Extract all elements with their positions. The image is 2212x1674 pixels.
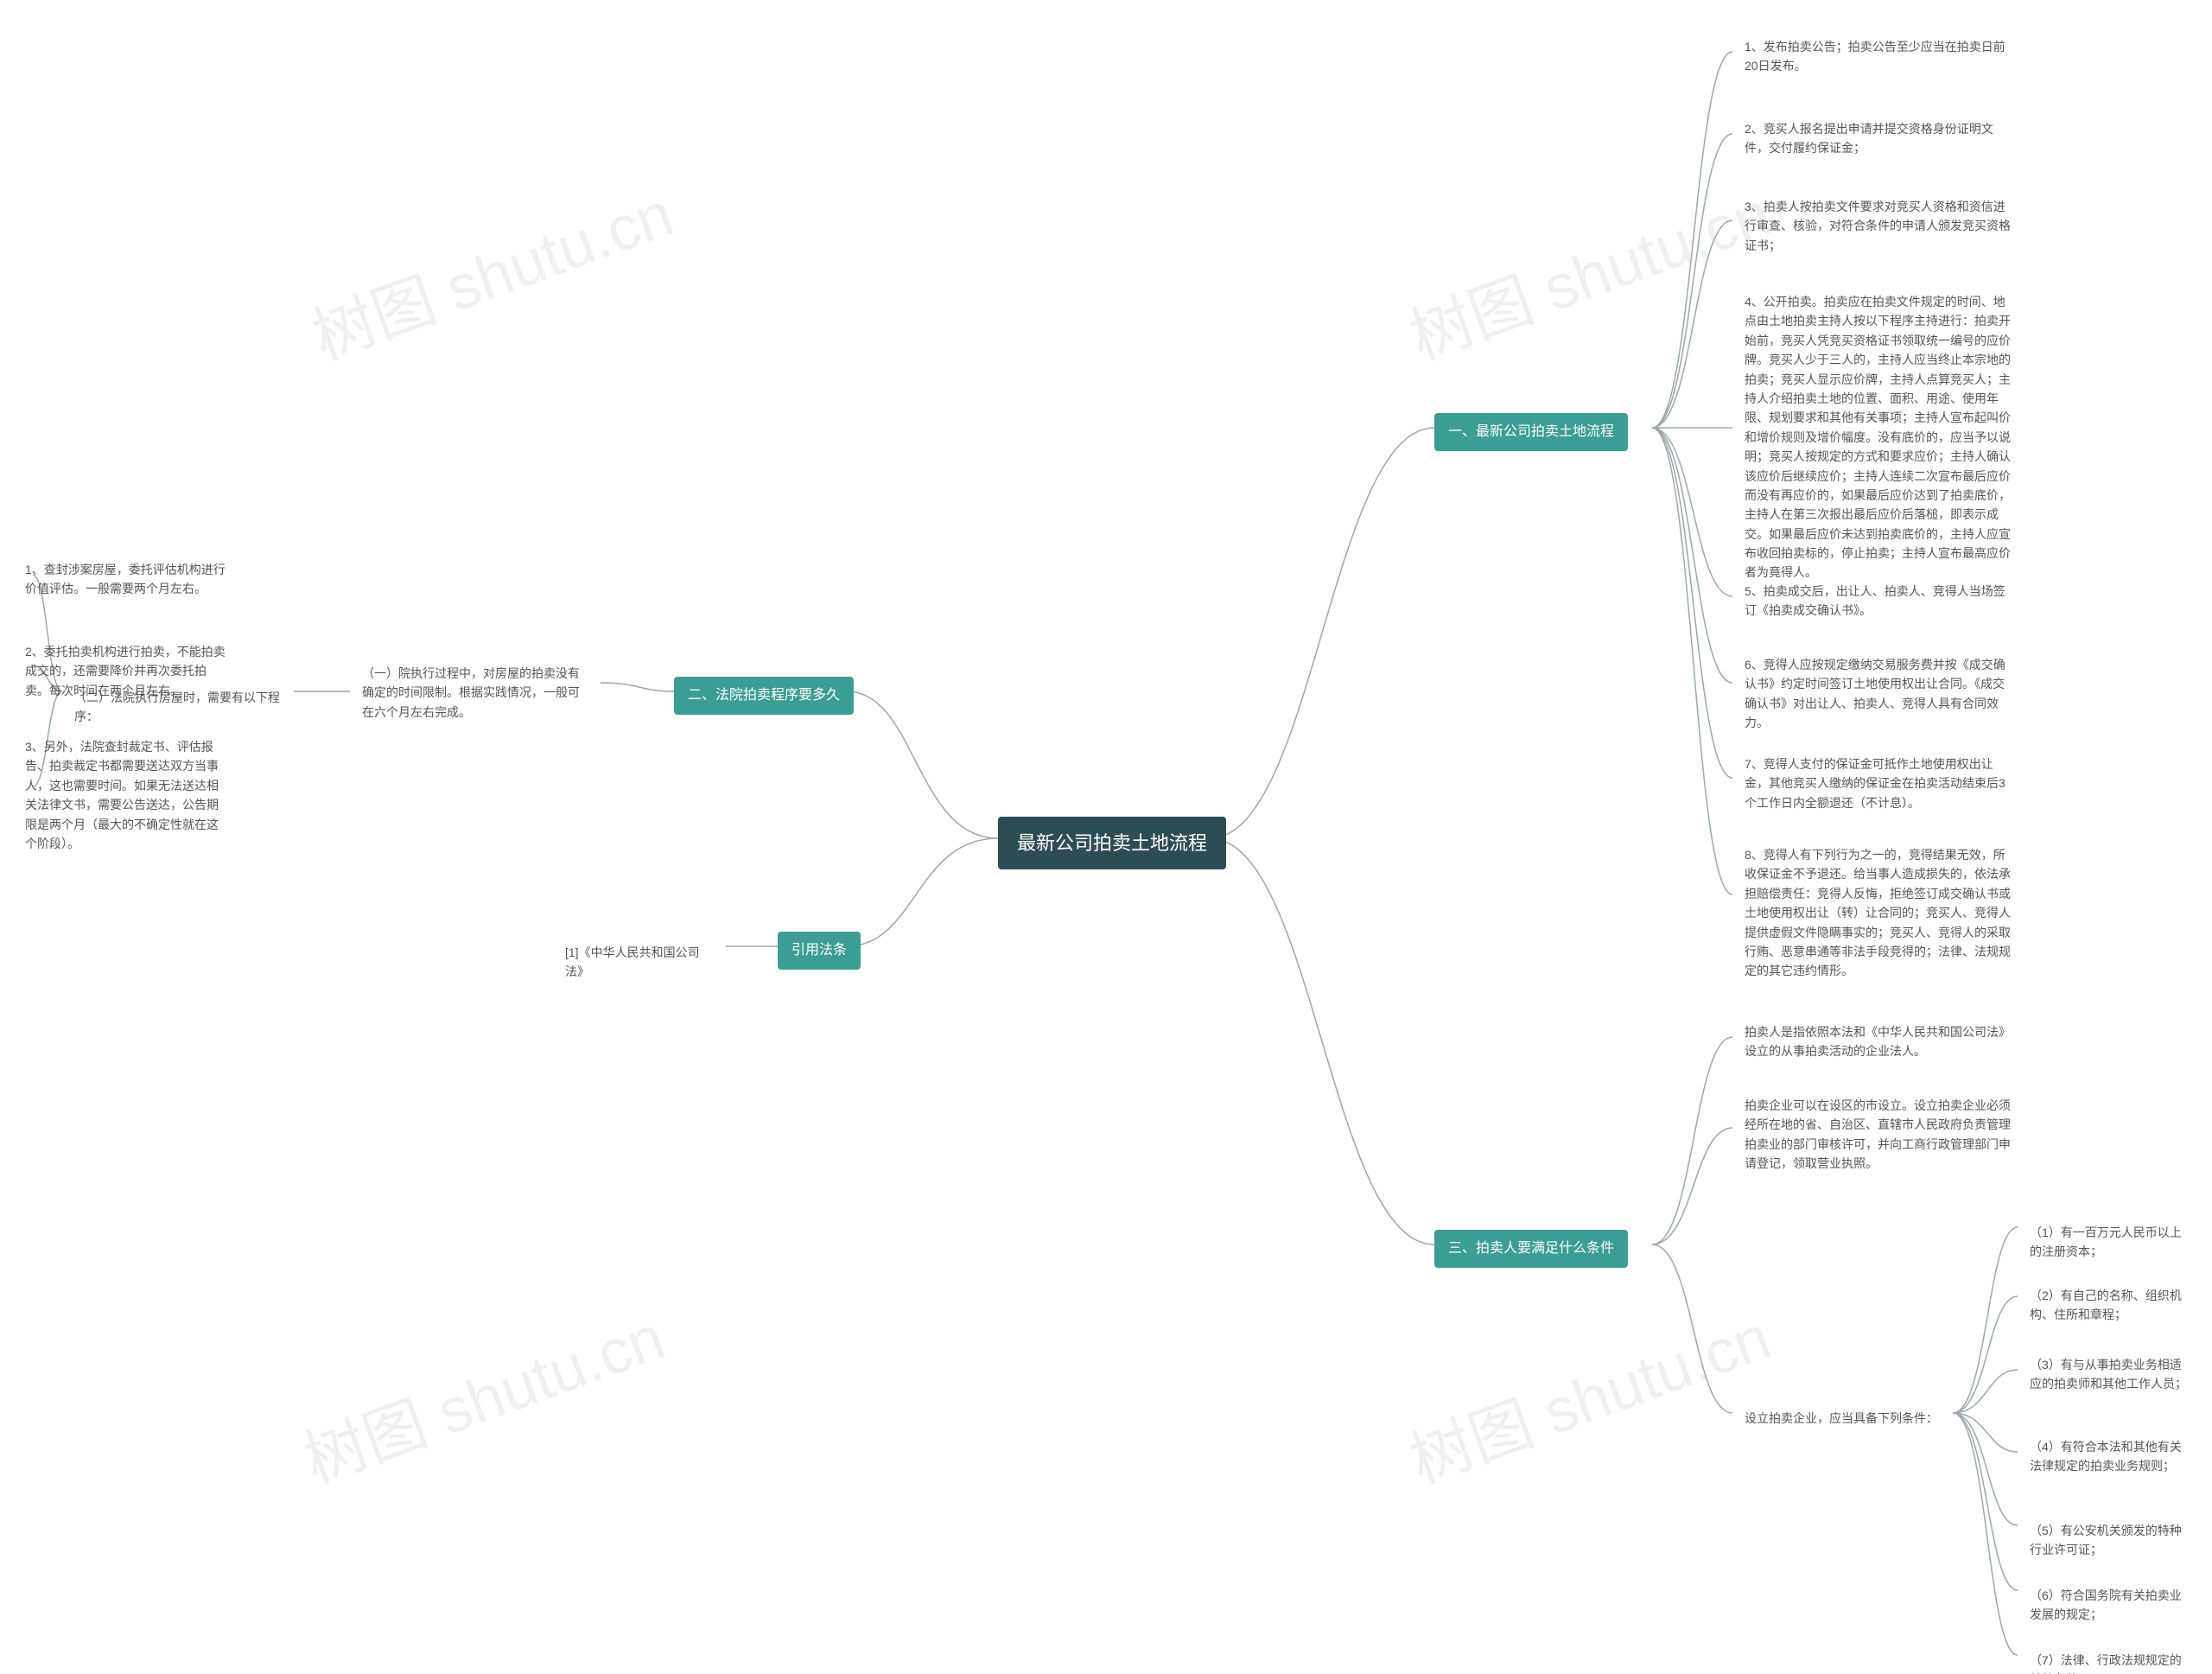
cond-4: （4）有符合本法和其他有关法律规定的拍卖业务规则；: [2018, 1430, 2199, 1483]
b1-leaf-5: 5、拍卖成交后，出让人、拍卖人、竞得人当场签订《拍卖成交确认书》。: [1732, 575, 2026, 627]
watermark: 树图 shutu.cn: [1395, 1287, 1781, 1501]
branch-1[interactable]: 一、最新公司拍卖土地流程: [1434, 413, 1628, 451]
watermark: 树图 shutu.cn: [289, 1287, 675, 1501]
branch-2[interactable]: 二、法院拍卖程序要多久: [674, 677, 854, 715]
root-node[interactable]: 最新公司拍卖土地流程: [998, 817, 1226, 869]
b3-leaf-2: 拍卖企业可以在设区的市设立。设立拍卖企业必须经所在地的省、自治区、直辖市人民政府…: [1732, 1089, 2026, 1181]
cond-3: （3）有与从事拍卖业务相适应的拍卖师和其他工作人员；: [2018, 1348, 2199, 1401]
cond-5: （5）有公安机关颁发的特种行业许可证；: [2018, 1514, 2199, 1567]
b1-leaf-3: 3、拍卖人按拍卖文件要求对竞买人资格和资信进行审查、核验，对符合条件的申请人颁发…: [1732, 190, 2026, 262]
watermark: 树图 shutu.cn: [1395, 163, 1781, 378]
b1-leaf-1: 1、发布拍卖公告；拍卖公告至少应当在拍卖日前20日发布。: [1732, 30, 2026, 83]
branch-ref[interactable]: 引用法条: [778, 932, 861, 970]
cond-1: （1）有一百万元人民币以上的注册资本；: [2018, 1216, 2199, 1269]
cond-7: （7）法律、行政法规规定的其他条件。: [2018, 1644, 2199, 1674]
b1-leaf-2: 2、竞买人报名提出申请并提交资格身份证明文件，交付履约保证金；: [1732, 112, 2026, 165]
watermark: 树图 shutu.cn: [298, 163, 683, 378]
cond-6: （6）符合国务院有关拍卖业发展的规定；: [2018, 1579, 2199, 1632]
branch-3[interactable]: 三、拍卖人要满足什么条件: [1434, 1230, 1628, 1268]
b3-leaf-1: 拍卖人是指依照本法和《中华人民共和国公司法》设立的从事拍卖活动的企业法人。: [1732, 1015, 2026, 1068]
b1-leaf-6: 6、竞得人应按规定缴纳交易服务费并按《成交确认书》约定时间签订土地使用权出让合同…: [1732, 648, 2026, 740]
b2-sub2-c3: 3、另外，法院查封裁定书、评估报告、拍卖裁定书都需要送达双方当事人，这也需要时间…: [13, 730, 242, 860]
b1-leaf-8: 8、竞得人有下列行为之一的，竞得结果无效，所收保证金不予退还。给当事人造成损失的…: [1732, 838, 2026, 988]
ref-leaf-1: [1]《中华人民共和国公司法》: [553, 936, 726, 989]
mindmap-canvas: 树图 shutu.cn 树图 shutu.cn 树图 shutu.cn 树图 s…: [0, 0, 2212, 1674]
b2-sub2-c2: 2、委托拍卖机构进行拍卖，不能拍卖成交的，还需要降价并再次委托拍卖。每次时间在两…: [13, 635, 242, 707]
b2-sub1: （一）院执行过程中，对房屋的拍卖没有确定的时间限制。根据实践情况，一般可在六个月…: [350, 657, 601, 729]
b3-conditions: 设立拍卖企业，应当具备下列条件：: [1732, 1402, 1950, 1435]
cond-2: （2）有自己的名称、组织机构、住所和章程；: [2018, 1279, 2199, 1332]
b1-leaf-4: 4、公开拍卖。拍卖应在拍卖文件规定的时间、地点由土地拍卖主持人按以下程序主持进行…: [1732, 285, 2026, 589]
b1-leaf-7: 7、竞得人支付的保证金可抵作土地使用权出让金，其他竞买人缴纳的保证金在拍卖活动结…: [1732, 748, 2026, 819]
b2-sub2-c1: 1、查封涉案房屋，委托评估机构进行价值评估。一般需要两个月左右。: [13, 553, 242, 606]
